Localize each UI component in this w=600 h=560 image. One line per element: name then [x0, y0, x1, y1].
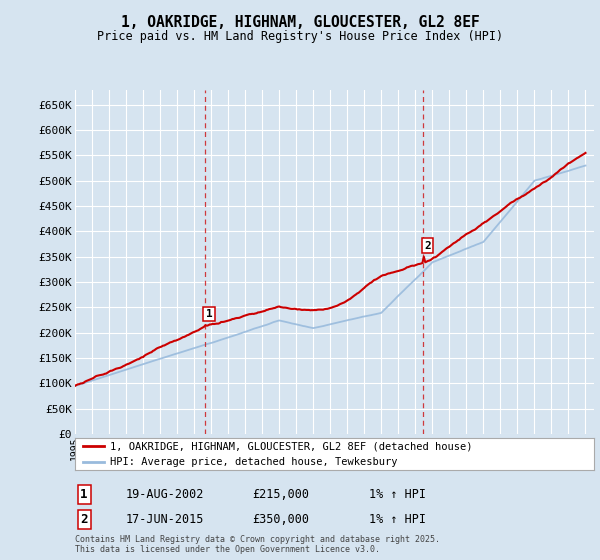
Text: Contains HM Land Registry data © Crown copyright and database right 2025.
This d: Contains HM Land Registry data © Crown c… — [75, 535, 440, 554]
Text: 19-AUG-2002: 19-AUG-2002 — [126, 488, 205, 501]
Text: 1, OAKRIDGE, HIGHNAM, GLOUCESTER, GL2 8EF: 1, OAKRIDGE, HIGHNAM, GLOUCESTER, GL2 8E… — [121, 15, 479, 30]
Text: HPI: Average price, detached house, Tewkesbury: HPI: Average price, detached house, Tewk… — [110, 458, 398, 467]
Text: £350,000: £350,000 — [252, 513, 309, 526]
Text: 1, OAKRIDGE, HIGHNAM, GLOUCESTER, GL2 8EF (detached house): 1, OAKRIDGE, HIGHNAM, GLOUCESTER, GL2 8E… — [110, 441, 473, 451]
Text: Price paid vs. HM Land Registry's House Price Index (HPI): Price paid vs. HM Land Registry's House … — [97, 30, 503, 43]
Text: 1: 1 — [206, 309, 212, 319]
Text: 1% ↑ HPI: 1% ↑ HPI — [369, 488, 426, 501]
Text: 2: 2 — [424, 241, 431, 250]
Text: 1: 1 — [80, 488, 88, 501]
Text: £215,000: £215,000 — [252, 488, 309, 501]
Text: 17-JUN-2015: 17-JUN-2015 — [126, 513, 205, 526]
Text: 1% ↑ HPI: 1% ↑ HPI — [369, 513, 426, 526]
Text: 2: 2 — [80, 513, 88, 526]
